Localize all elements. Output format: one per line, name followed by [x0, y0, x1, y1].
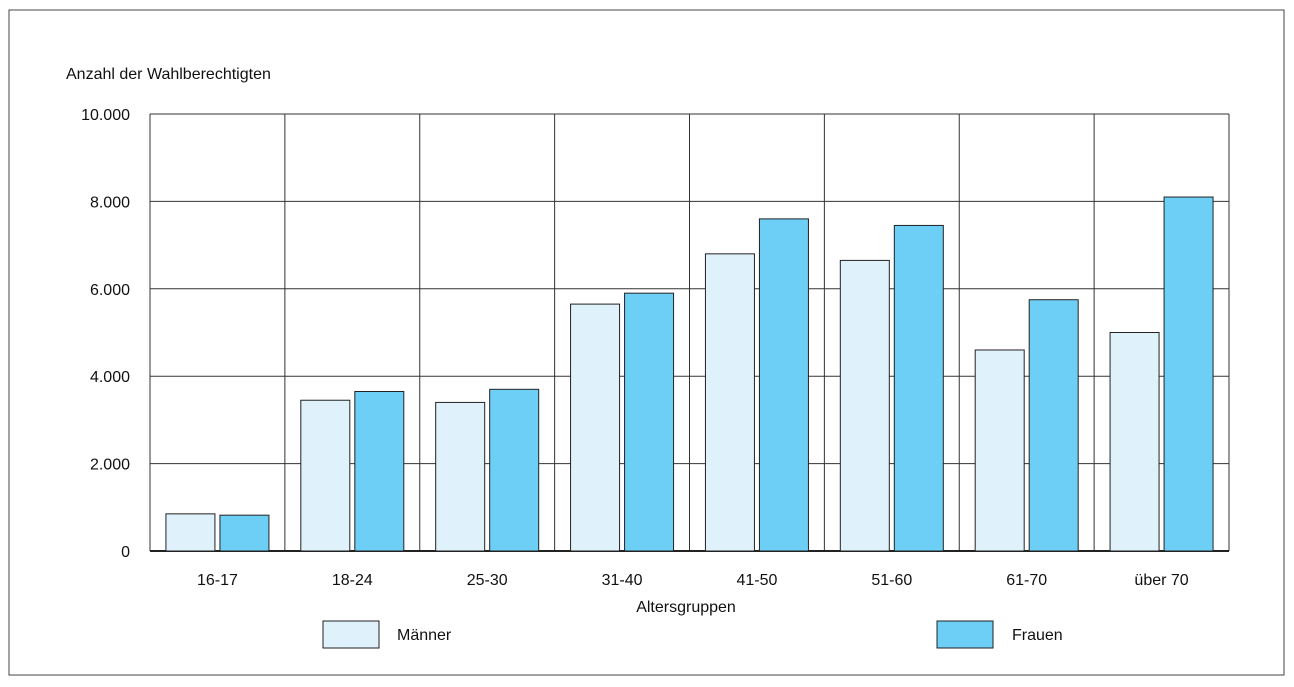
- bar-frauen-7: [1163, 196, 1214, 552]
- bars: [165, 196, 1214, 552]
- x-tick-label: 16-17: [197, 572, 238, 589]
- chart-border: [8, 9, 1285, 676]
- y-tick-label: 0: [121, 544, 130, 561]
- x-tick-label: 61-70: [1006, 572, 1047, 589]
- legend-item-maenner: Männer: [322, 620, 452, 649]
- y-axis-label: Anzahl der Wahlberechtigten: [66, 66, 271, 83]
- bar-maenner-1: [300, 399, 351, 552]
- y-tick-label: 4.000: [90, 369, 130, 386]
- bar-frauen-3: [624, 292, 675, 552]
- y-tick-label: 2.000: [90, 457, 130, 474]
- legend-swatch-maenner: [322, 620, 380, 649]
- legend: Männer Frauen: [322, 620, 1063, 649]
- legend-label-maenner: Männer: [397, 627, 452, 644]
- bar-frauen-4: [758, 218, 809, 552]
- legend-swatch-frauen: [936, 620, 994, 649]
- x-axis-label: Altersgruppen: [636, 599, 736, 616]
- bar-frauen-6: [1028, 299, 1079, 552]
- bar-frauen-1: [354, 390, 405, 552]
- x-tick-label: über 70: [1134, 572, 1188, 589]
- y-tick-label: 8.000: [90, 194, 130, 211]
- legend-label-frauen: Frauen: [1012, 627, 1063, 644]
- x-tick-label: 41-50: [736, 572, 777, 589]
- bar-maenner-0: [165, 513, 216, 552]
- bar-frauen-0: [219, 514, 270, 552]
- y-tick-label: 10.000: [81, 107, 130, 124]
- bar-maenner-2: [435, 401, 486, 552]
- x-tick-label: 31-40: [602, 572, 643, 589]
- bar-maenner-4: [704, 253, 755, 552]
- bar-frauen-5: [893, 224, 944, 552]
- y-ticks: 0 2.000 4.000 6.000 8.000 10.000: [81, 107, 130, 561]
- x-tick-label: 25-30: [467, 572, 508, 589]
- bar-maenner-5: [839, 259, 890, 552]
- x-tick-label: 51-60: [871, 572, 912, 589]
- x-ticks: 16-17 18-24 25-30 31-40 41-50 51-60 61-70 über …: [197, 572, 1189, 589]
- bar-maenner-6: [974, 349, 1025, 552]
- bar-frauen-2: [489, 388, 540, 552]
- bar-maenner-3: [570, 303, 621, 552]
- y-tick-label: 6.000: [90, 282, 130, 299]
- legend-item-frauen: Frauen: [936, 620, 1063, 649]
- x-tick-label: 18-24: [332, 572, 373, 589]
- bar-maenner-7: [1109, 332, 1160, 552]
